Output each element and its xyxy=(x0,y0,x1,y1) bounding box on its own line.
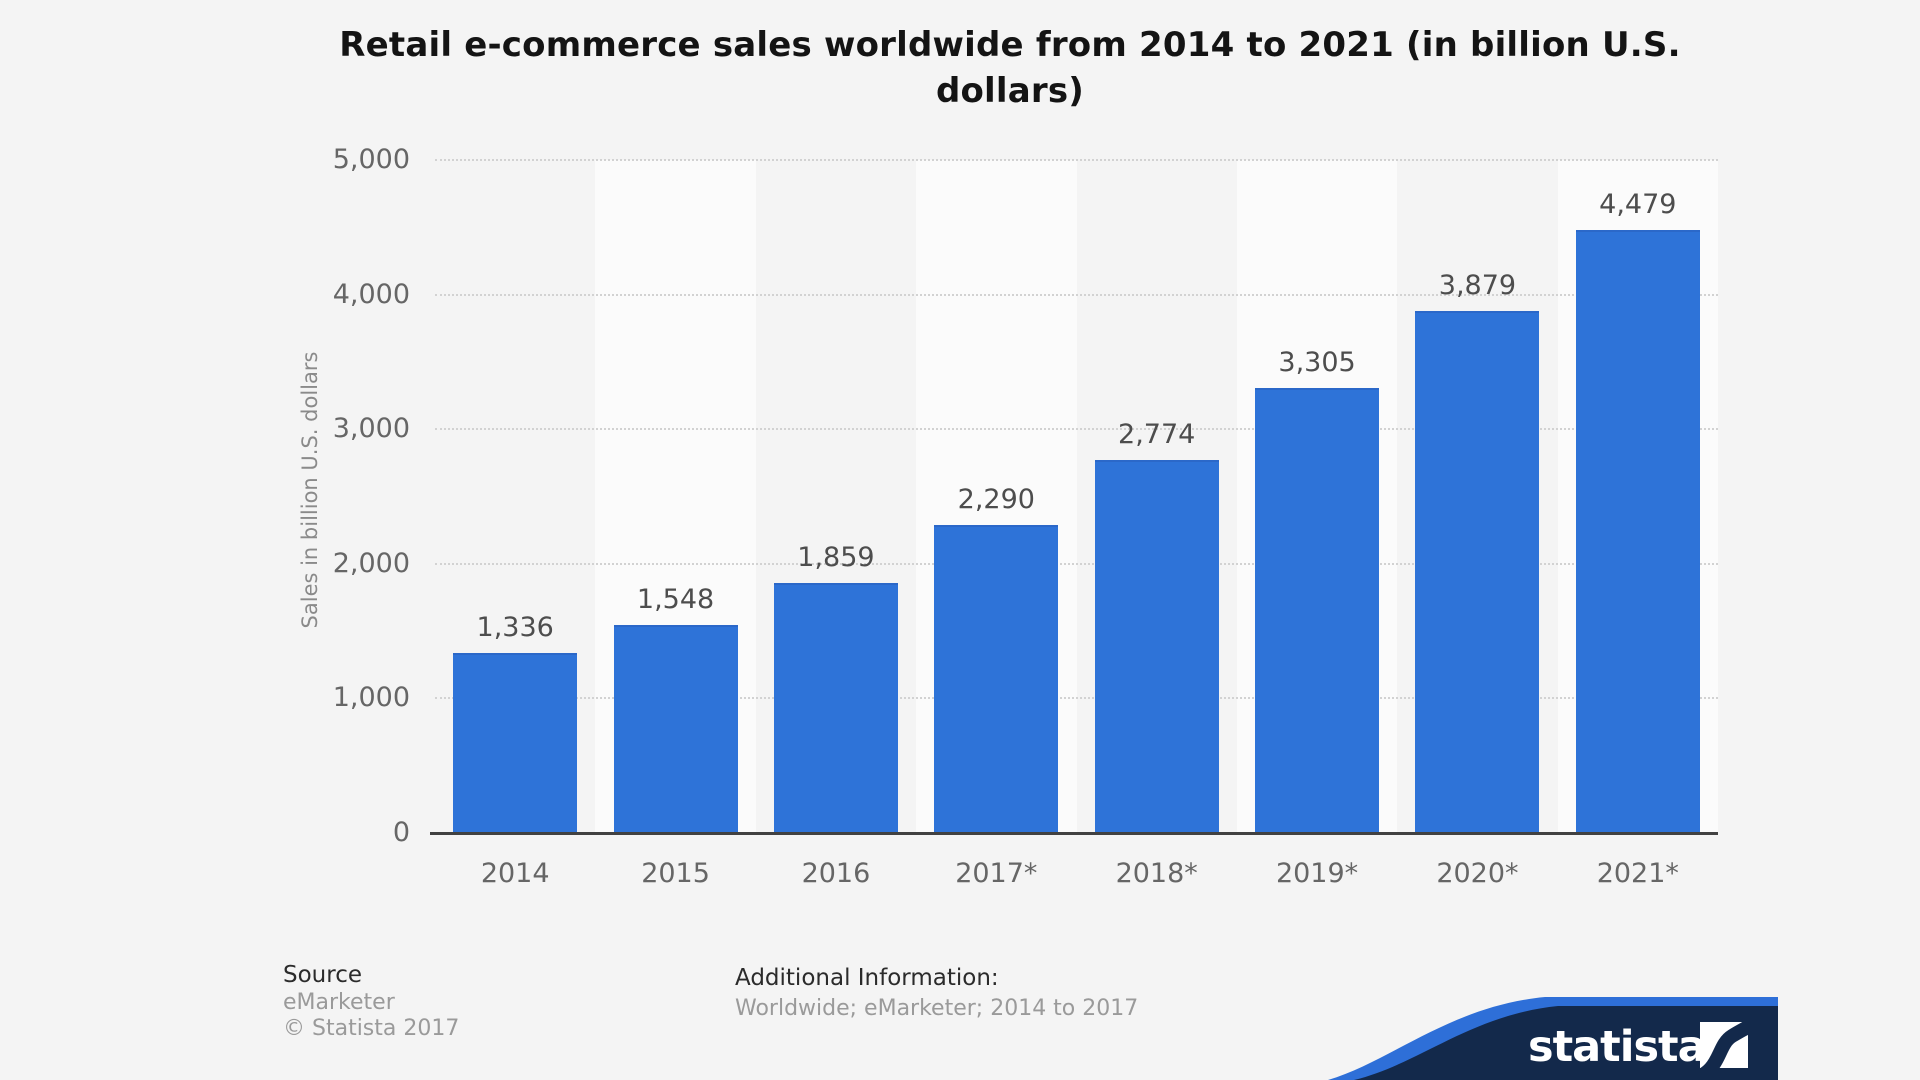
statista-brand-banner: statista xyxy=(1328,997,1778,1080)
x-axis-label-2018*: 2018* xyxy=(1115,858,1198,889)
x-axis-label-2020*: 2020* xyxy=(1436,858,1519,889)
chart-title-line1: Retail e-commerce sales worldwide from 2… xyxy=(339,25,1681,65)
bar-2020* xyxy=(1415,310,1540,833)
statista-wordmark: statista xyxy=(1528,1022,1706,1072)
chart-title: Retail e-commerce sales worldwide from 2… xyxy=(250,22,1770,114)
gridline-5,000 xyxy=(435,159,1718,161)
y-tick-label-5,000: 5,000 xyxy=(332,144,410,175)
bar-2014 xyxy=(453,653,578,833)
banner-swoosh-navy xyxy=(1354,1006,1778,1080)
y-tick-label-3,000: 3,000 xyxy=(332,413,410,445)
bar-value-label-2020*: 3,879 xyxy=(1438,269,1517,301)
y-tick-label-0: 0 xyxy=(392,817,410,848)
bar-2018* xyxy=(1094,459,1219,833)
gridline-2,000 xyxy=(435,562,1718,565)
x-axis-label-2017*: 2017* xyxy=(955,858,1038,889)
bar-value-label-2019*: 3,305 xyxy=(1278,347,1356,379)
x-axis-baseline xyxy=(430,832,1718,835)
x-axis-label-2019*: 2019* xyxy=(1275,858,1359,889)
additional-info-heading: Additional Information: xyxy=(735,965,999,991)
y-tick-label-2,000: 2,000 xyxy=(332,547,410,579)
x-axis-label-2021*: 2021* xyxy=(1596,858,1679,889)
bar-value-label-2015: 1,548 xyxy=(636,583,715,615)
y-tick-label-1,000: 1,000 xyxy=(332,682,410,714)
source-name: eMarketer xyxy=(283,990,395,1015)
bar-value-label-2016: 1,859 xyxy=(797,541,875,573)
x-axis-label-2016: 2016 xyxy=(801,858,871,889)
x-axis-label-2015: 2015 xyxy=(641,858,710,889)
bar-2015 xyxy=(613,624,738,833)
additional-info-text: Worldwide; eMarketer; 2014 to 2017 xyxy=(735,996,1139,1021)
copyright-note: © Statista 2017 xyxy=(283,1016,460,1041)
statista-logo-icon xyxy=(1700,1022,1748,1068)
gridline-1,000 xyxy=(435,697,1718,700)
bar-value-label-2021*: 4,479 xyxy=(1599,189,1677,221)
bar-2021* xyxy=(1575,230,1700,833)
bar-2017* xyxy=(934,524,1059,833)
y-axis-title: Sales in billion U.S. dollars xyxy=(298,351,322,629)
y-tick-label-4,000: 4,000 xyxy=(332,278,410,310)
x-axis-label-2014: 2014 xyxy=(480,858,550,889)
bar-value-label-2018*: 2,774 xyxy=(1118,418,1196,450)
bar-2016 xyxy=(773,582,898,833)
bar-2019* xyxy=(1255,388,1380,833)
bar-value-label-2017*: 2,290 xyxy=(957,483,1035,515)
bar-value-label-2014: 1,336 xyxy=(476,612,554,644)
chart-title-line2: dollars) xyxy=(935,71,1085,111)
gridline-4,000 xyxy=(435,293,1718,296)
source-heading: Source xyxy=(283,962,362,988)
gridline-3,000 xyxy=(435,428,1718,431)
